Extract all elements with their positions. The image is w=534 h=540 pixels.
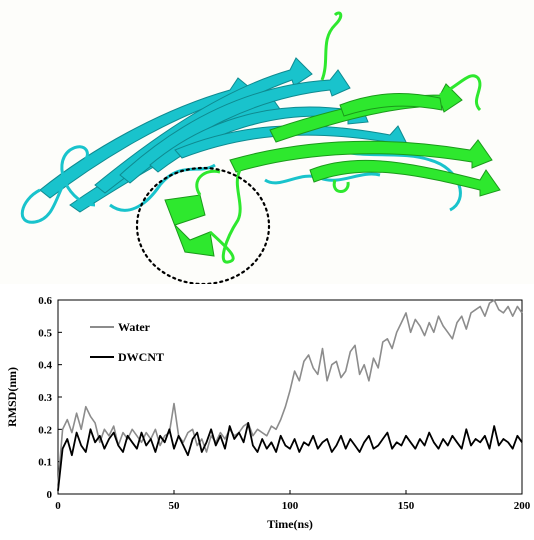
chain-a-cartoon <box>20 57 462 224</box>
chart-legend: Water DWCNT <box>90 320 164 364</box>
chain-b-loop <box>439 74 482 112</box>
chain-b-strand <box>229 139 493 173</box>
series-line-water <box>57 299 523 485</box>
x-tick-label: 100 <box>282 500 299 512</box>
chart-series <box>57 299 523 491</box>
y-tick-label: 0.4 <box>38 360 52 372</box>
chain-b-helix <box>164 194 215 257</box>
rmsd-chart-svg: 0 50 100 150 200 0 0.1 0.2 0.3 0.4 0.5 0.6 Water DWC… <box>5 295 531 531</box>
rmsd-chart: 0 50 100 150 200 0 0.1 0.2 0.3 0.4 0.5 0.6 Water DWC… <box>0 286 534 535</box>
x-tick-label: 0 <box>55 500 61 512</box>
legend-label-dwcnt: DWCNT <box>118 350 164 364</box>
chain-b-loop <box>195 169 221 196</box>
chain-b-loop <box>208 169 242 264</box>
series-line-dwcnt <box>57 421 523 491</box>
y-axis-label: RMSD(nm) <box>5 367 19 427</box>
protein-structure-image <box>20 11 501 286</box>
chain-b-strand <box>339 93 443 117</box>
x-axis-label: Time(ns) <box>267 517 313 531</box>
chain-b-loop <box>320 11 343 81</box>
chain-a-loop <box>20 145 96 224</box>
protein-cartoon-svg <box>20 11 501 286</box>
y-tick-label: 0 <box>47 489 53 501</box>
chain-b-strand <box>309 159 501 197</box>
y-tick-label: 0.5 <box>38 327 52 339</box>
chain-b-cartoon <box>164 11 501 264</box>
y-tick-label: 0.6 <box>38 295 52 307</box>
y-tick-label: 0.2 <box>38 424 52 436</box>
y-tick-label: 0.3 <box>38 392 52 404</box>
legend-label-water: Water <box>118 320 151 334</box>
y-tick-label: 0.1 <box>38 457 52 469</box>
chain-b-loop <box>332 179 350 193</box>
highlight-circle <box>135 166 271 286</box>
x-tick-label: 50 <box>169 500 181 512</box>
x-tick-label: 150 <box>398 500 415 512</box>
x-tick-label: 200 <box>514 500 531 512</box>
chart-axes: 0 50 100 150 200 0 0.1 0.2 0.3 0.4 0.5 0.6 <box>38 295 531 512</box>
